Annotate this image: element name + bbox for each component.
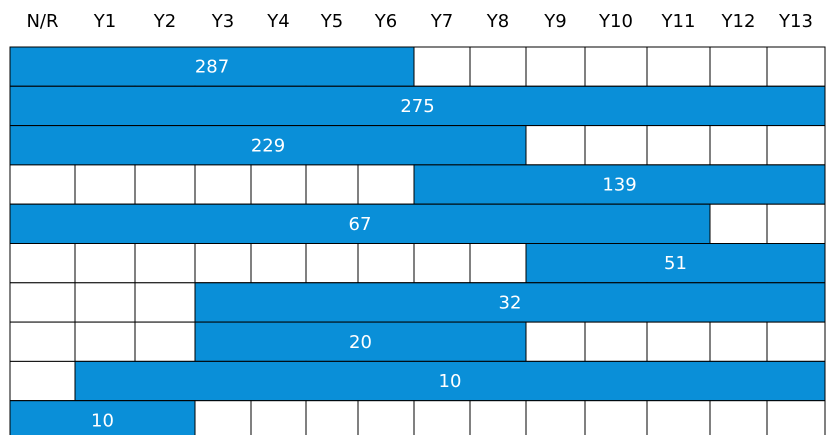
empty-cell bbox=[9, 164, 76, 205]
empty-cell bbox=[709, 321, 768, 362]
empty-cell bbox=[469, 243, 527, 284]
column-header: Y11 bbox=[661, 11, 696, 32]
empty-cell bbox=[584, 400, 648, 435]
empty-cell bbox=[250, 243, 307, 284]
span-value: 10 bbox=[439, 371, 462, 392]
span-bar bbox=[9, 85, 826, 127]
column-header: Y2 bbox=[153, 11, 176, 32]
empty-cell bbox=[134, 164, 196, 205]
empty-cell bbox=[194, 243, 252, 284]
empty-cell bbox=[709, 400, 768, 435]
column-header: Y1 bbox=[93, 11, 116, 32]
span-value: 287 bbox=[195, 57, 229, 78]
empty-cell bbox=[194, 400, 252, 435]
empty-cell bbox=[9, 243, 76, 284]
empty-cell bbox=[194, 164, 252, 205]
empty-cell bbox=[134, 282, 196, 323]
empty-cell bbox=[74, 321, 136, 362]
empty-cell bbox=[469, 400, 527, 435]
empty-cell bbox=[305, 400, 359, 435]
span-value: 67 bbox=[349, 214, 372, 235]
empty-cell bbox=[766, 125, 826, 166]
empty-cell bbox=[646, 400, 711, 435]
span-value: 32 bbox=[499, 292, 522, 313]
column-header: Y7 bbox=[430, 11, 453, 32]
empty-cell bbox=[766, 46, 826, 87]
empty-cell bbox=[709, 203, 768, 244]
empty-cell bbox=[525, 321, 586, 362]
empty-cell bbox=[250, 164, 307, 205]
empty-cell bbox=[709, 46, 768, 87]
column-header: Y8 bbox=[486, 11, 509, 32]
empty-cell bbox=[766, 203, 826, 244]
empty-cell bbox=[74, 164, 136, 205]
empty-cell bbox=[413, 400, 471, 435]
empty-cell bbox=[357, 243, 415, 284]
empty-cell bbox=[584, 46, 648, 87]
column-header: Y3 bbox=[211, 11, 234, 32]
empty-cell bbox=[357, 400, 415, 435]
column-header: Y13 bbox=[778, 11, 813, 32]
span-value: 229 bbox=[251, 135, 285, 156]
span-bar bbox=[194, 282, 826, 323]
empty-cell bbox=[74, 282, 136, 323]
empty-cell bbox=[305, 164, 359, 205]
empty-cell bbox=[584, 125, 648, 166]
column-header: Y4 bbox=[266, 11, 289, 32]
column-header: Y10 bbox=[598, 11, 633, 32]
span-value: 275 bbox=[400, 96, 434, 117]
empty-cell bbox=[9, 321, 76, 362]
span-bar bbox=[9, 203, 711, 244]
span-value: 51 bbox=[664, 253, 687, 274]
empty-cell bbox=[525, 400, 586, 435]
empty-cell bbox=[413, 243, 471, 284]
empty-cell bbox=[646, 46, 711, 87]
empty-cell bbox=[766, 321, 826, 362]
empty-cell bbox=[525, 125, 586, 166]
span-value: 20 bbox=[349, 332, 372, 353]
span-bar bbox=[194, 321, 527, 362]
empty-cell bbox=[9, 282, 76, 323]
empty-cell bbox=[305, 243, 359, 284]
empty-cell bbox=[134, 243, 196, 284]
empty-cell bbox=[134, 321, 196, 362]
empty-cell bbox=[646, 321, 711, 362]
span-value: 10 bbox=[91, 410, 114, 431]
empty-cell bbox=[709, 125, 768, 166]
column-header: Y6 bbox=[374, 11, 397, 32]
column-header: Y5 bbox=[320, 11, 343, 32]
column-header: N/R bbox=[26, 11, 58, 32]
span-bar bbox=[9, 46, 415, 87]
span-bar bbox=[9, 125, 527, 166]
column-header: Y9 bbox=[543, 11, 566, 32]
empty-cell bbox=[766, 400, 826, 435]
empty-cell bbox=[584, 321, 648, 362]
empty-cell bbox=[413, 46, 471, 87]
empty-cell bbox=[469, 46, 527, 87]
span-value: 139 bbox=[602, 175, 636, 196]
empty-cell bbox=[74, 243, 136, 284]
empty-cell bbox=[646, 125, 711, 166]
empty-cell bbox=[250, 400, 307, 435]
span-bar bbox=[9, 400, 196, 435]
empty-cell bbox=[9, 360, 76, 402]
empty-cell bbox=[525, 46, 586, 87]
column-header: Y12 bbox=[721, 11, 756, 32]
empty-cell bbox=[357, 164, 415, 205]
